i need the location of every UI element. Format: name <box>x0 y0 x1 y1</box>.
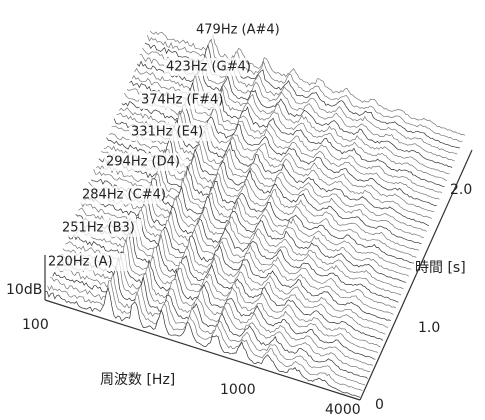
waterfall-chart: 479Hz (A#4) 423Hz (G#4) 374Hz (F#4) 331Hz (… <box>0 0 485 420</box>
y-axis-label: 時間 [s] <box>415 260 466 276</box>
annotation: 331Hz (E4) <box>131 125 203 140</box>
y-tick-label: 2.0 <box>450 182 472 198</box>
waterfall-traces <box>45 31 465 400</box>
y-tick-label: 1.0 <box>418 320 440 336</box>
x-axis-label: 周波数 [Hz] <box>100 372 175 388</box>
page: 479Hz (A#4) 423Hz (G#4) 374Hz (F#4) 331Hz (… <box>0 0 485 420</box>
annotation: 423Hz (G#4) <box>166 60 251 75</box>
z-tick-label: 10dB <box>6 282 42 298</box>
y-tick-label: 0 <box>375 397 384 413</box>
annotation: 251Hz (B3) <box>62 221 135 236</box>
x-tick-label: 4000 <box>325 402 361 418</box>
x-tick-label: 1000 <box>220 382 256 398</box>
annotation: 374Hz (F#4) <box>141 93 223 108</box>
annotation: 284Hz (C#4) <box>82 188 166 203</box>
x-tick-label: 100 <box>22 317 49 333</box>
annotation: 294Hz (D4) <box>106 155 180 170</box>
annotation: 220Hz (A) <box>48 255 113 270</box>
annotation: 479Hz (A#4) <box>196 23 280 38</box>
